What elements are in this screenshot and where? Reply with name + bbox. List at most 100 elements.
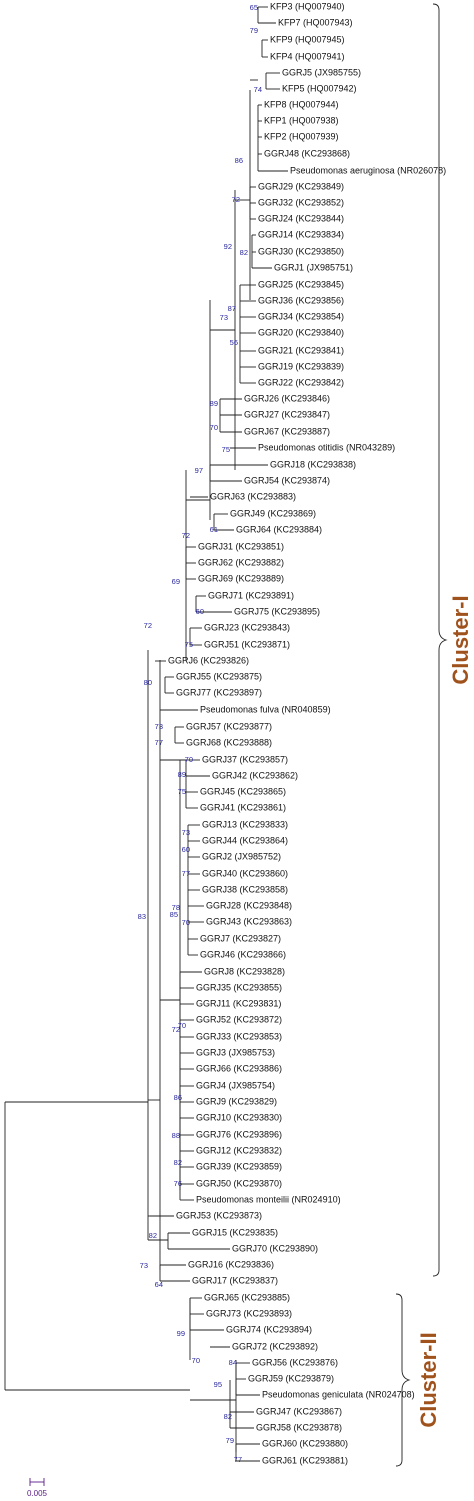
bootstrap-value: 69 [172,577,180,586]
taxon-label: GGRJ51 (KC293871) [204,639,290,649]
taxon-label: GGRJ4 (JX985754) [196,1080,275,1090]
taxon-label: KFP5 (HQ007942) [282,83,357,93]
bootstrap-value: 86 [174,1093,182,1102]
taxon-label: GGRJ31 (KC293851) [198,541,284,551]
bootstrap-value: 82 [149,1231,157,1240]
taxon-label: GGRJ1 (JX985751) [274,262,353,272]
bootstrap-value: 77 [182,869,190,878]
taxon-label: GGRJ55 (KC293875) [176,671,262,681]
taxon-label: GGRJ23 (KC293843) [204,622,290,632]
taxon-label: GGRJ8 (KC293828) [204,966,285,976]
taxon-label: GGRJ58 (KC293878) [256,1422,342,1432]
taxon-label: GGRJ14 (KC293834) [258,229,344,239]
taxon-label: GGRJ67 (KC293887) [244,426,330,436]
taxon-label: KFP7 (HQ007943) [278,17,353,27]
taxon-label: GGRJ29 (KC293849) [258,181,344,191]
taxon-label: GGRJ35 (KC293855) [196,982,282,992]
taxon-label: GGRJ63 (KC293883) [210,491,296,501]
bootstrap-value: 82 [240,248,248,257]
taxon-label: GGRJ64 (KC293884) [236,524,322,534]
taxon-label: GGRJ24 (KC293844) [258,213,344,223]
taxon-label: GGRJ40 (KC293860) [202,868,288,878]
taxon-label: GGRJ19 (KC293839) [258,361,344,371]
taxon-label: Pseudomonas otitidis (NR043289) [258,442,395,452]
bootstrap-value: 70 [185,755,193,764]
bootstrap-value: 72 [144,621,152,630]
taxon-label: GGRJ42 (KC293862) [212,770,298,780]
bootstrap-value: 77 [234,1455,242,1464]
bootstrap-value: 73 [182,828,190,837]
bootstrap-value: 99 [177,1329,185,1338]
bootstrap-value: 86 [235,156,243,165]
taxon-label: GGRJ73 (KC293893) [206,1308,292,1318]
taxon-label: GGRJ25 (KC293845) [258,279,344,289]
taxon-label: GGRJ16 (KC293836) [188,1259,274,1269]
scale-label: 0.005 [27,1489,48,1498]
bootstrap-value: 72 [182,531,190,540]
taxon-label: KFP2 (HQ007939) [264,131,339,141]
bootstrap-value: 72 [172,1025,180,1034]
taxon-label: GGRJ76 (KC293896) [196,1129,282,1139]
cluster-i-brace [432,3,448,1277]
bootstrap-value: 95 [214,1380,222,1389]
taxon-label: GGRJ11 (KC293831) [196,998,281,1008]
taxon-label: GGRJ62 (KC293882) [198,557,284,567]
taxon-label: GGRJ9 (KC293829) [196,1096,277,1106]
taxon-label: GGRJ50 (KC293870) [196,1178,282,1188]
bootstrap-value: 78 [172,903,180,912]
taxon-label: GGRJ38 (KC293858) [202,884,288,894]
bootstrap-value: 73 [140,1261,148,1270]
taxon-label: GGRJ69 (KC293889) [198,573,284,583]
taxon-label: GGRJ66 (KC293886) [196,1063,282,1073]
bootstrap-value: 87 [228,304,236,313]
taxon-label: Pseudomonas monteilii (NR024910) [196,1194,341,1204]
bootstrap-value: 70 [182,918,190,927]
bootstrap-value: 88 [172,1131,180,1140]
taxon-label: GGRJ22 (KC293842) [258,377,344,387]
taxon-label: GGRJ45 (KC293865) [200,786,286,796]
taxon-label: GGRJ18 (KC293838) [270,459,356,469]
taxon-label: GGRJ7 (KC293827) [200,933,281,943]
bootstrap-value: 70 [192,1356,200,1365]
taxon-label: GGRJ44 (KC293864) [202,835,288,845]
bootstrap-value: 70 [210,423,218,432]
taxon-label: GGRJ65 (KC293885) [204,1292,290,1302]
bootstrap-value: 73 [155,722,163,731]
bootstrap-value: 84 [229,1358,237,1367]
taxon-label: GGRJ34 (KC293854) [258,311,344,321]
taxon-label: GGRJ68 (KC293888) [186,737,272,747]
taxon-label: KFP9 (HQ007945) [270,34,345,44]
taxon-label: KFP4 (HQ007941) [270,51,345,61]
bootstrap-value: 89 [210,399,218,408]
taxon-label: GGRJ56 (KC293876) [252,1357,338,1367]
bootstrap-value: 83 [138,912,146,921]
taxon-label: GGRJ3 (JX985753) [196,1047,275,1057]
taxon-label: KFP3 (HQ007940) [270,1,345,11]
taxon-label: GGRJ30 (KC293850) [258,246,344,256]
bootstrap-value: 79 [226,1436,234,1445]
bootstrap-value: 75 [222,445,230,454]
taxon-label: GGRJ2 (JX985752) [202,851,281,861]
bootstrap-value: 85 [170,910,178,919]
taxon-label: GGRJ59 (KC293879) [248,1373,334,1383]
taxon-label: GGRJ21 (KC293841) [258,345,344,355]
taxon-label: GGRJ26 (KC293846) [244,393,330,403]
bootstrap-value: 60 [182,845,190,854]
bootstrap-value: 77 [155,738,163,747]
taxon-label: GGRJ39 (KC293859) [196,1161,282,1171]
bootstrap-value: 82 [224,1412,232,1421]
bootstrap-value: 70 [178,1021,186,1030]
bootstrap-value: 97 [195,466,203,475]
taxon-label: GGRJ33 (KC293853) [196,1031,282,1041]
taxon-label: Pseudomonas geniculata (NR024708) [262,1389,415,1399]
taxon-label: GGRJ60 (KC293880) [262,1438,348,1448]
bootstrap-value: 82 [174,1158,182,1167]
taxon-label: GGRJ13 (KC293833) [202,819,288,829]
taxon-label: GGRJ47 (KC293867) [256,1406,342,1416]
taxon-label: GGRJ15 (KC293835) [192,1227,278,1237]
cluster-ii-brace [395,1293,411,1467]
taxon-label: Pseudomonas aeruginosa (NR026078) [290,165,446,175]
taxon-label: GGRJ77 (KC293897) [176,687,262,697]
bootstrap-value: 89 [178,770,186,779]
